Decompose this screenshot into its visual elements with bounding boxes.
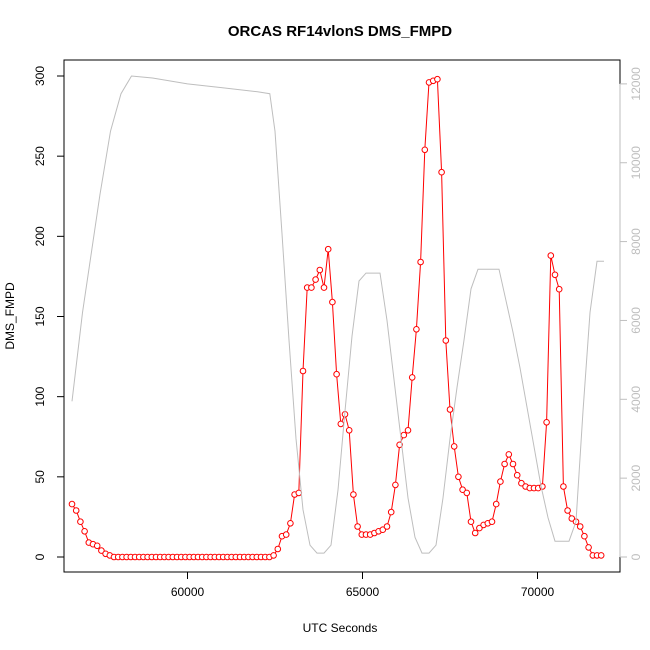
- dms-point: [77, 518, 84, 526]
- altitude-line: [71, 75, 604, 554]
- dms-point: [333, 370, 340, 378]
- dms-point: [518, 479, 525, 487]
- dms-point: [400, 431, 408, 439]
- dms-point: [497, 478, 504, 485]
- dms-point: [576, 523, 584, 530]
- dms-point: [442, 337, 450, 344]
- dms-point: [492, 500, 500, 508]
- dms-point: [581, 532, 588, 540]
- dms-point: [312, 276, 319, 283]
- dms-point: [383, 523, 391, 530]
- dms-point: [417, 258, 424, 266]
- dms-point: [72, 507, 80, 514]
- dms-point: [476, 524, 483, 532]
- dms-point: [408, 374, 416, 381]
- dms-point: [392, 481, 399, 489]
- dms-point: [547, 252, 555, 259]
- dms-point: [308, 284, 315, 291]
- dms-point: [446, 406, 454, 413]
- dms-point: [320, 284, 328, 291]
- dms-point: [299, 367, 307, 375]
- dms-point: [387, 508, 395, 516]
- dms-point: [543, 419, 550, 426]
- dms-point: [467, 518, 475, 526]
- dms-point: [421, 146, 429, 154]
- y2-tick-label: 2000: [629, 464, 643, 491]
- dms-point: [354, 523, 361, 530]
- y-axis-left: 0 50 100 150 200 250 300: [33, 66, 65, 560]
- dms-point: [568, 515, 576, 522]
- chart-title: ORCAS RF14vlonS DMS_FMPD: [228, 23, 452, 40]
- dms-point: [270, 552, 277, 559]
- dms-point: [287, 520, 294, 527]
- y2-tick-label: 12000: [629, 67, 643, 101]
- dms-point: [68, 500, 76, 508]
- dms-point: [438, 168, 445, 176]
- series-layer: [68, 75, 605, 561]
- dms-point: [459, 486, 466, 494]
- y-tick-label: 300: [33, 66, 47, 86]
- y-tick-label: 100: [33, 386, 47, 406]
- y-tick-label: 200: [33, 226, 47, 246]
- dms-point: [316, 266, 324, 274]
- dms-point: [337, 420, 345, 428]
- dms-point: [93, 542, 101, 550]
- dms-point: [513, 471, 521, 479]
- dms-point: [450, 443, 458, 450]
- y-tick-label: 150: [33, 306, 47, 326]
- dms-point: [488, 518, 496, 526]
- y2-tick-label: 6000: [629, 307, 643, 334]
- dms-point: [471, 529, 479, 537]
- dms-point: [597, 552, 605, 559]
- dms-point: [585, 544, 592, 551]
- x-tick-label: 60000: [171, 585, 205, 599]
- x-axis-label: UTC Seconds: [303, 621, 378, 635]
- dms-point: [81, 528, 88, 535]
- dms-point: [282, 531, 290, 538]
- dms-point: [551, 271, 559, 279]
- dms-point: [505, 451, 513, 458]
- dms-point: [413, 326, 420, 333]
- dms-point: [509, 460, 517, 468]
- dms-point: [455, 473, 462, 481]
- x-tick-label: 70000: [521, 585, 555, 599]
- y2-tick-label: 4000: [629, 386, 643, 413]
- dms-point: [98, 547, 105, 554]
- dms-point: [396, 441, 403, 449]
- dms-point: [274, 545, 282, 553]
- y2-tick-label: 8000: [629, 228, 643, 255]
- dms-point: [501, 460, 508, 468]
- x-axis: 60000 65000 70000: [171, 571, 555, 599]
- x-tick-label: 65000: [346, 585, 380, 599]
- dms-point: [324, 245, 332, 253]
- dms-point: [555, 285, 563, 293]
- y-tick-label: 50: [33, 470, 47, 484]
- y-tick-label: 0: [33, 553, 47, 560]
- dms-point: [434, 75, 441, 83]
- y-axis-label: DMS_FMPD: [3, 282, 17, 350]
- dms-point: [379, 526, 387, 534]
- y-tick-label: 250: [33, 146, 47, 166]
- dms-point: [329, 298, 336, 306]
- dms-point: [345, 427, 353, 434]
- y2-tick-label: 10000: [629, 146, 643, 180]
- dms-point: [463, 489, 471, 497]
- y2-tick-label: 0: [629, 553, 643, 560]
- plot-frame: [63, 59, 621, 573]
- y-axis-right: 0 2000 4000 6000 8000 10000 12000: [619, 67, 643, 560]
- dms-point: [350, 491, 357, 498]
- dms-point: [560, 483, 567, 490]
- dms-point: [564, 507, 571, 514]
- dms-point: [404, 427, 412, 434]
